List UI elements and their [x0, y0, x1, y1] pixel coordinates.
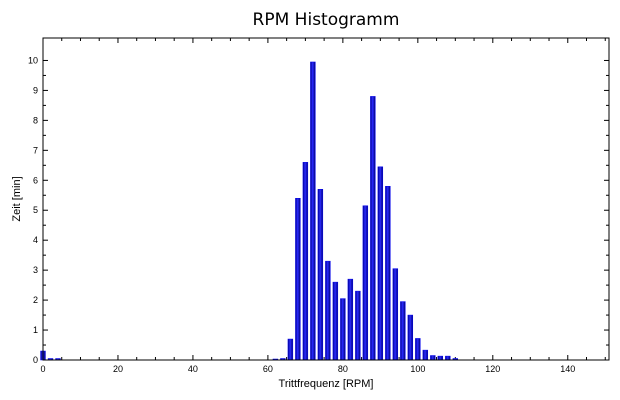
y-axis-label: Zeit [min] — [11, 176, 23, 221]
x-tick-label: 20 — [113, 364, 123, 374]
histogram-bar — [362, 205, 369, 361]
histogram-bar — [355, 290, 361, 361]
x-tick-label: 80 — [338, 364, 348, 374]
histogram-bar — [430, 355, 436, 361]
x-tick-label: 120 — [485, 364, 500, 374]
plot-frame — [42, 37, 610, 361]
x-tick-label: 0 — [40, 364, 45, 374]
y-tick-label: 1 — [33, 325, 38, 335]
histogram-bar — [437, 355, 444, 361]
histogram-bar — [310, 61, 316, 361]
histogram-bar — [347, 278, 354, 361]
y-tick-label: 5 — [33, 205, 38, 215]
chart-title: RPM Histogramm — [253, 10, 400, 30]
histogram-bar — [317, 189, 324, 361]
histogram-bar — [415, 338, 421, 361]
histogram-bar — [377, 166, 384, 361]
x-tick-label: 140 — [560, 364, 575, 374]
y-tick-label: 7 — [33, 145, 38, 155]
histogram-bar — [385, 186, 391, 361]
y-tick-label: 8 — [33, 115, 38, 125]
y-tick-label: 6 — [33, 175, 38, 185]
y-tick-label: 10 — [28, 55, 38, 65]
histogram-bar — [422, 349, 429, 361]
x-tick-label: 100 — [410, 364, 425, 374]
histogram-bar — [407, 314, 414, 361]
x-tick-label: 60 — [263, 364, 273, 374]
histogram-bar — [445, 355, 451, 361]
x-tick-label: 40 — [188, 364, 198, 374]
histogram-bar — [287, 338, 294, 361]
histogram-bar — [295, 198, 301, 361]
x-axis-label: Trittfrequenz [RPM] — [279, 378, 374, 390]
histogram-bar — [340, 298, 346, 361]
y-tick-label: 2 — [33, 295, 38, 305]
histogram-bar — [332, 281, 339, 361]
histogram-bar — [302, 162, 309, 361]
histogram-bar — [370, 96, 376, 361]
histogram-bar — [325, 260, 331, 361]
y-tick-label: 3 — [33, 265, 38, 275]
histogram-bar — [392, 268, 399, 361]
histogram-bar — [400, 301, 406, 361]
y-tick-label: 9 — [33, 85, 38, 95]
y-tick-label: 4 — [33, 235, 38, 245]
bar-series — [40, 61, 459, 361]
y-tick-label: 0 — [33, 355, 38, 365]
y-tick-labels: 0 1 2 3 4 5 6 7 8 9 10 — [28, 55, 38, 365]
x-tick-labels: 0 20 40 60 80 100 120 140 — [40, 364, 575, 374]
